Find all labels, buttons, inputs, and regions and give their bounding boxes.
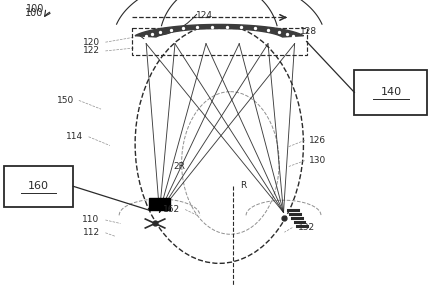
Bar [4, 166, 73, 207]
Text: 2R: 2R [173, 162, 185, 171]
Text: 112: 112 [82, 228, 100, 237]
Text: 100: 100 [25, 8, 44, 18]
Polygon shape [135, 24, 303, 37]
Text: 128: 128 [300, 27, 318, 36]
Text: 162: 162 [163, 205, 180, 214]
Text: 110: 110 [82, 216, 100, 224]
Bar [132, 28, 307, 55]
Text: 120: 120 [82, 38, 100, 47]
Text: 124: 124 [196, 11, 213, 19]
Text: 130: 130 [309, 156, 326, 165]
Text: 100: 100 [26, 4, 45, 14]
Text: 150: 150 [57, 96, 74, 105]
Text: 122: 122 [83, 47, 100, 55]
Text: 132: 132 [298, 223, 315, 232]
Bar [354, 70, 427, 115]
Text: R: R [240, 181, 246, 190]
Text: 126: 126 [309, 136, 326, 145]
Text: 160: 160 [28, 181, 49, 191]
Text: 114: 114 [66, 132, 83, 141]
Bar [149, 198, 170, 210]
Text: 140: 140 [381, 87, 401, 97]
